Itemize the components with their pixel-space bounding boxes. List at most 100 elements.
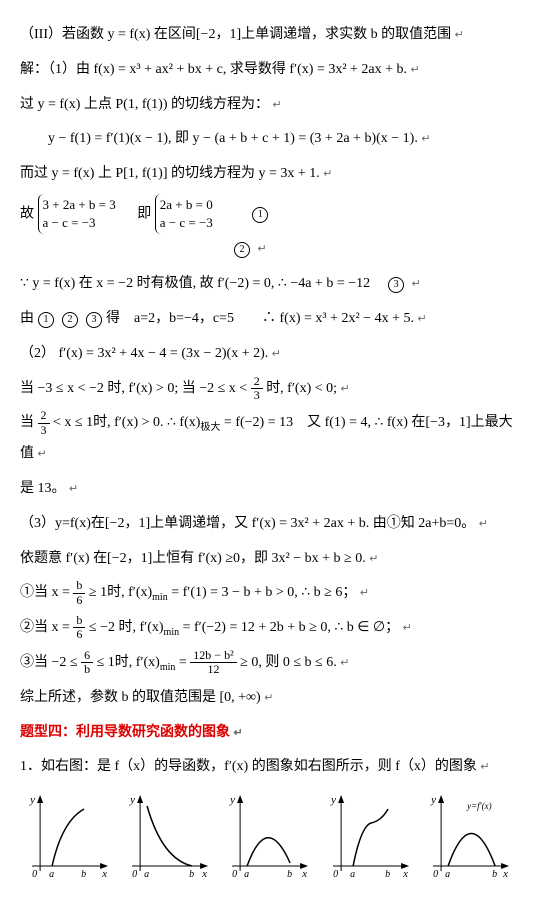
d: b bbox=[81, 663, 93, 676]
ret-icon: ↵ bbox=[264, 692, 273, 704]
line-brace: 故 3 + 2a + b = 3a − c = −3 即 2a + b = 0a… bbox=[20, 194, 515, 265]
ret-icon: ↵ bbox=[69, 483, 78, 495]
graph-1: yx0ab bbox=[20, 791, 114, 881]
ret-icon: ↵ bbox=[369, 553, 378, 565]
ret-icon: ↵ bbox=[412, 278, 421, 290]
t: 综上所述，参数 b 的取值范围是 bbox=[20, 690, 220, 705]
line-iii: （III）若函数 y = f(x) 在区间[−2，1]上单调递增，求实数 b 的… bbox=[20, 20, 515, 51]
ret-icon: ↵ bbox=[455, 29, 464, 41]
ret-icon: ↵ bbox=[479, 518, 488, 530]
eq: = f′(−2) = 12 + 2b + b ≥ 0, ∴ b ∈ ∅ bbox=[179, 620, 385, 635]
graph-row: yx0ab yx0ab yx0ab yx0ab yx0aby=f′(x) bbox=[20, 791, 515, 881]
n: b bbox=[73, 614, 85, 628]
eq: （2） f′(x) = 3x² + 4x − 4 = (3x − 2)(x + … bbox=[20, 346, 268, 361]
eq: = f′(1) = 3 − b + b > 0, ∴ b ≥ 6 bbox=[168, 585, 343, 600]
c2-icon: 2 bbox=[62, 312, 78, 328]
graph-2: yx0ab bbox=[120, 791, 214, 881]
eq: f′(x) = 3x² + 2ax + b. bbox=[252, 516, 370, 531]
t: 过 bbox=[20, 97, 38, 112]
line-cond: 依题意 f′(x) 在[−2，1]上恒有 f′(x) ≥0，即 3x² − bx… bbox=[20, 544, 515, 575]
n: 2 bbox=[38, 409, 50, 423]
t: 又 bbox=[307, 415, 325, 430]
sub: min bbox=[160, 662, 176, 673]
ret-icon: ↵ bbox=[421, 133, 430, 145]
eq: ∵ y = f(x) 在 x = −2 时有极值, 故 f′(−2) = 0, … bbox=[20, 276, 370, 291]
t: 故 bbox=[20, 206, 34, 221]
svg-text:b: b bbox=[492, 869, 497, 880]
t: ； bbox=[385, 620, 399, 635]
svg-text:a: a bbox=[49, 869, 54, 880]
svg-text:0: 0 bbox=[233, 869, 238, 880]
svg-text:0: 0 bbox=[433, 869, 438, 880]
line-case2: 当 23 < x ≤ 1时, f′(x) > 0. ∴ f(x)极大 = f(−… bbox=[20, 408, 515, 470]
circ-3-icon: 3 bbox=[388, 277, 404, 293]
svg-text:b: b bbox=[385, 869, 390, 880]
svg-text:x: x bbox=[302, 868, 308, 880]
svg-text:x: x bbox=[402, 868, 408, 880]
svg-text:a: a bbox=[350, 869, 355, 880]
line-eq1: y − f(1) = f′(1)(x − 1), 即 y − (a + b + … bbox=[20, 124, 515, 155]
t: 在[−2，1]上恒有 bbox=[90, 551, 198, 566]
eq: f′(x) bbox=[66, 551, 90, 566]
svg-text:a: a bbox=[144, 869, 149, 880]
line-summary: 综上所述，参数 b 的取值范围是 [0, +∞) ↵ bbox=[20, 683, 515, 714]
ret-icon: ↵ bbox=[340, 657, 349, 669]
line-extremum: ∵ y = f(x) 在 x = −2 时有极值, 故 f′(−2) = 0, … bbox=[20, 269, 515, 300]
t: ； bbox=[342, 585, 356, 600]
svg-text:b: b bbox=[189, 869, 194, 880]
svg-text:x: x bbox=[101, 868, 107, 880]
line-max: 是 13。 ↵ bbox=[20, 474, 515, 505]
ret-icon: ↵ bbox=[272, 348, 281, 360]
circ-2-icon: 2 bbox=[234, 242, 250, 258]
t: ①当 bbox=[20, 585, 52, 600]
eq: ≥ 1时, f′(x) bbox=[85, 585, 152, 600]
ret-icon: ↵ bbox=[38, 448, 47, 460]
d: 6 bbox=[73, 594, 85, 607]
eq: = f(−2) = 13 bbox=[220, 415, 293, 430]
circ-1-icon: 1 bbox=[252, 207, 268, 223]
eq: 时, f′(x) < 0; bbox=[263, 381, 337, 396]
t: 而过 bbox=[20, 166, 52, 181]
svg-text:a: a bbox=[445, 869, 450, 880]
d: 3 bbox=[251, 389, 263, 402]
t: 在区间[−2，1]上单调递增，求实数 b 的取值范围 bbox=[150, 27, 451, 42]
eq: y = f(x) 上点 P(1, f(1)) bbox=[38, 97, 168, 112]
t: （III）若函数 bbox=[20, 27, 108, 42]
t: = bbox=[175, 655, 190, 670]
ret-icon: ↵ bbox=[360, 587, 369, 599]
eq: f(x) = x³ + ax² + bx + c, 求导数得 f′(x) = 3… bbox=[94, 62, 408, 77]
sub: min bbox=[152, 592, 168, 603]
eq: y = f(x) bbox=[108, 27, 151, 42]
svg-text:y: y bbox=[29, 794, 35, 806]
ret-icon: ↵ bbox=[417, 313, 426, 325]
line-part2: （2） f′(x) = 3x² + 4x − 4 = (3x − 2)(x + … bbox=[20, 339, 515, 370]
line-part3: （3）y=f(x)在[−2，1]上单调递增，又 f′(x) = 3x² + 2a… bbox=[20, 509, 515, 540]
t: 题型四：利用导数研究函数的图象 bbox=[20, 725, 230, 740]
line-result1: 由123得 a=2，b=−4，c=5 ∴ f(x) = x³ + 2x² − 4… bbox=[20, 304, 515, 335]
ret-icon: ↵ bbox=[480, 761, 489, 773]
d: 12 bbox=[204, 663, 222, 676]
ret-icon: ↵ bbox=[341, 383, 350, 395]
ret-icon: ↵ bbox=[272, 99, 281, 111]
t: 的图象如右图所示，则 f（x）的图象 bbox=[248, 759, 477, 774]
t: 得 a=2，b=−4，c=5 bbox=[106, 311, 234, 326]
line-eq2: 而过 y = f(x) 上 P[1, f(1)] 的切线方程为 y = 3x +… bbox=[20, 159, 515, 190]
eq: ∴ f(x) = x³ + 2x² − 4x + 5. bbox=[262, 311, 414, 326]
eq: −2 ≤ bbox=[52, 655, 82, 670]
sub: 极大 bbox=[200, 422, 220, 433]
graph-5: yx0aby=f′(x) bbox=[421, 791, 515, 881]
d: 3 bbox=[38, 424, 50, 437]
line-sol1: 解：（1）由 f(x) = x³ + ax² + bx + c, 求导数得 f′… bbox=[20, 55, 515, 86]
ret-icon: ↵ bbox=[258, 243, 267, 255]
brace-2: 2a + b = 0a − c = −3 bbox=[155, 194, 217, 234]
graph-3: yx0ab bbox=[220, 791, 314, 881]
svg-text:x: x bbox=[502, 868, 508, 880]
eq: f(1) = 4, ∴ f(x) bbox=[325, 415, 408, 430]
line-c2: ②当 x = b6 ≤ −2 时, f′(x)min = f′(−2) = 12… bbox=[20, 613, 515, 644]
eq: < x ≤ 1时, f′(x) > 0. ∴ f(x) bbox=[50, 415, 201, 430]
n: 12b − b² bbox=[190, 649, 236, 663]
section-header: 题型四：利用导数研究函数的图象 ↵ bbox=[20, 718, 515, 749]
line-c1: ①当 x = b6 ≥ 1时, f′(x)min = f′(1) = 3 − b… bbox=[20, 578, 515, 609]
svg-text:0: 0 bbox=[333, 869, 338, 880]
eq: f′(x) bbox=[198, 551, 222, 566]
